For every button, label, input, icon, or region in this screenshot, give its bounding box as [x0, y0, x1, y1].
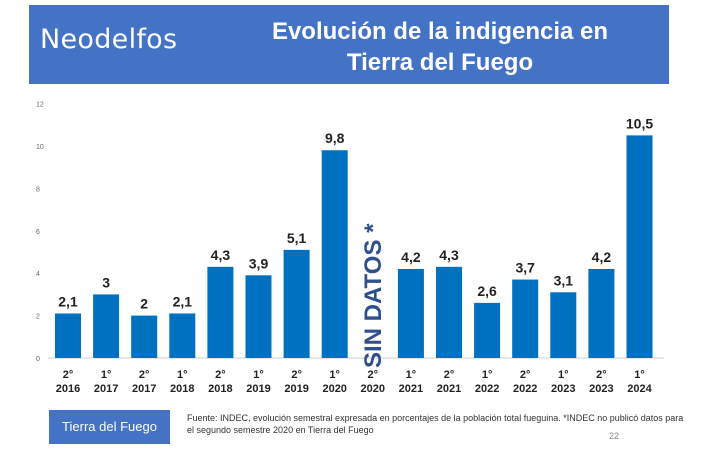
y-tick-label: 10 — [36, 144, 44, 151]
data-label: 9,8 — [325, 130, 345, 146]
x-tick-year: 2023 — [589, 383, 613, 395]
x-tick-semester: 2° — [215, 369, 226, 381]
bar — [245, 275, 272, 358]
bar — [436, 266, 462, 358]
region-tag: Tierra del Fuego — [49, 410, 170, 444]
bar — [93, 294, 120, 358]
bar — [588, 268, 615, 358]
data-label: 4,2 — [592, 249, 612, 265]
bar — [321, 150, 348, 358]
x-tick-year: 2019 — [284, 383, 308, 395]
data-label: 2,1 — [173, 293, 193, 309]
x-tick-year: 2017 — [132, 383, 156, 395]
x-tick-semester: 2° — [444, 369, 455, 381]
data-label: 4,3 — [439, 247, 459, 263]
bar — [397, 268, 424, 358]
data-label: 4,3 — [211, 247, 231, 263]
x-tick-semester: 2° — [596, 369, 607, 381]
x-tick-semester: 1° — [101, 369, 112, 381]
bar — [131, 315, 158, 358]
x-tick-semester: 1° — [482, 369, 493, 381]
chart-title-line1: Evolución de la indigencia en — [271, 18, 609, 45]
x-tick-year: 2019 — [246, 383, 270, 395]
x-tick-semester: 2° — [63, 369, 74, 381]
data-label: 2,1 — [58, 293, 78, 309]
data-label: 3,7 — [515, 260, 535, 276]
x-tick-semester: 2° — [139, 369, 150, 381]
x-tick-semester: 2° — [368, 369, 379, 381]
x-tick-year: 2022 — [475, 383, 499, 395]
x-tick-semester: 2° — [291, 369, 302, 381]
data-label: 2,6 — [477, 283, 497, 299]
y-tick-label: 8 — [36, 186, 40, 193]
y-tick-label: 6 — [36, 229, 40, 236]
x-tick-year: 2017 — [94, 383, 118, 395]
no-data-annotation: SIN DATOS * — [360, 223, 387, 368]
title-banner — [29, 5, 669, 84]
data-label: 5,1 — [287, 230, 307, 246]
bar — [512, 279, 539, 358]
y-tick-label: 12 — [36, 102, 44, 109]
bar-chart: 0 2 4 6 8 10 12 2,1 2° 2016 3 1° 2017 2 2° 2017 2,1 1° 201… — [36, 102, 664, 395]
x-tick-year: 2021 — [437, 383, 461, 395]
page-number: 22 — [609, 431, 620, 441]
data-label: 3,9 — [249, 255, 269, 271]
x-tick-year: 2024 — [627, 383, 652, 395]
x-tick-year: 2021 — [399, 383, 423, 395]
x-tick-semester: 1° — [634, 369, 645, 381]
bar — [55, 313, 81, 358]
data-label: 2 — [140, 296, 148, 312]
y-tick-label: 2 — [36, 314, 40, 321]
bar — [626, 135, 653, 358]
x-tick-year: 2020 — [361, 383, 385, 395]
x-tick-semester: 1° — [177, 369, 188, 381]
x-tick-year: 2016 — [56, 383, 80, 395]
x-tick-semester: 1° — [329, 369, 340, 381]
x-tick-semester: 1° — [406, 369, 417, 381]
bar — [169, 313, 196, 358]
x-tick-year: 2018 — [208, 383, 232, 395]
x-tick-year: 2022 — [513, 383, 537, 395]
brand-name: Neodelfos — [40, 24, 178, 55]
bar — [207, 266, 234, 358]
data-label: 3 — [102, 274, 110, 290]
x-tick-year: 2023 — [551, 383, 575, 395]
y-tick-label: 0 — [36, 356, 40, 363]
data-label: 4,2 — [401, 249, 421, 265]
x-tick-year: 2018 — [170, 383, 194, 395]
bar — [474, 302, 501, 358]
bar — [550, 292, 577, 358]
x-tick-semester: 1° — [253, 369, 264, 381]
data-label: 3,1 — [554, 272, 574, 288]
data-label: 10,5 — [626, 115, 653, 131]
x-tick-semester: 1° — [558, 369, 569, 381]
y-tick-label: 4 — [36, 271, 40, 278]
source-note: Fuente: INDEC, evolución semestral expre… — [187, 413, 684, 435]
chart-title-line2: Tierra del Fuego — [346, 49, 534, 76]
bar — [283, 249, 310, 358]
x-tick-year: 2020 — [322, 383, 346, 395]
chart-title: Evolución de la indigencia en Tierra del… — [230, 16, 650, 78]
x-tick-semester: 2° — [520, 369, 531, 381]
